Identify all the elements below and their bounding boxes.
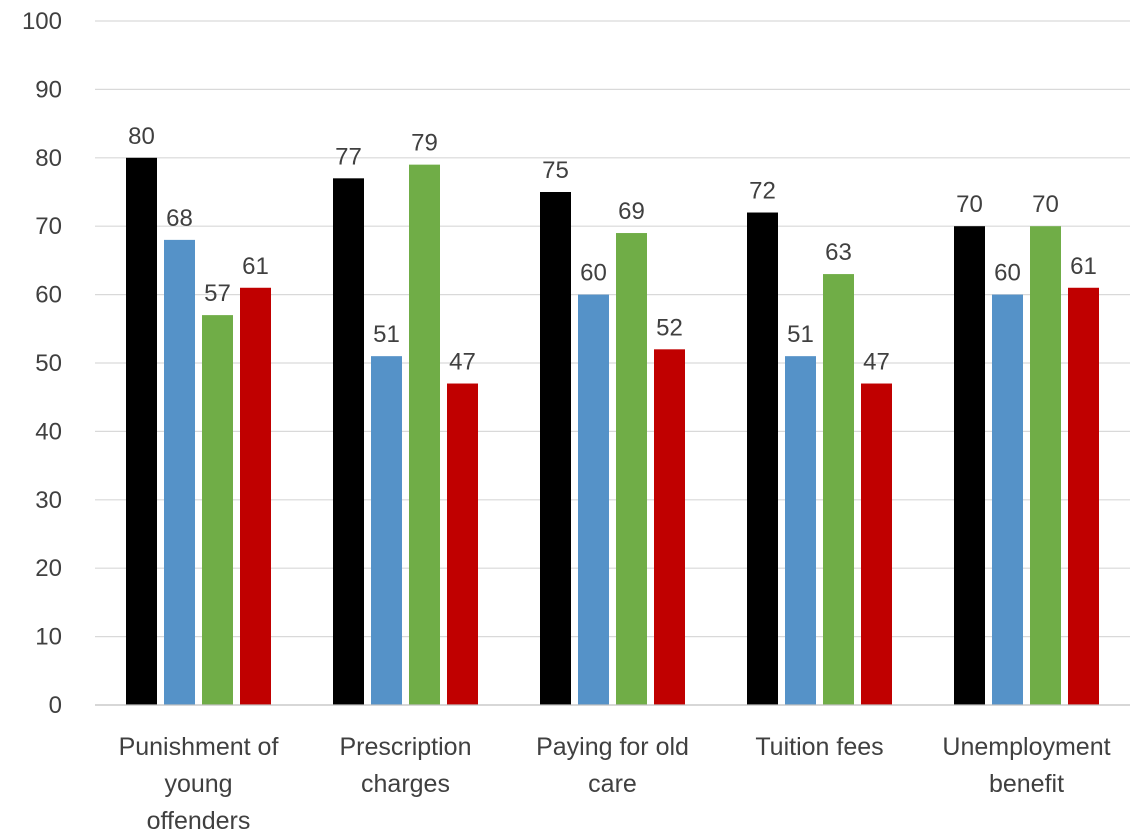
bar [823, 274, 854, 705]
data-label: 61 [1070, 253, 1097, 280]
x-tick-label: Tuition fees [755, 733, 883, 761]
data-label: 57 [204, 280, 231, 307]
y-axis: 0 10 20 30 40 50 60 70 80 90 100 [22, 8, 62, 719]
y-tick-label: 80 [35, 145, 62, 172]
y-tick-label: 60 [35, 282, 62, 309]
x-tick-label: charges [361, 770, 450, 798]
x-tick-label: offenders [147, 807, 251, 835]
data-label: 77 [335, 143, 362, 170]
data-label: 52 [656, 314, 683, 341]
bar [409, 164, 440, 705]
data-label: 79 [411, 130, 438, 157]
data-label: 60 [994, 260, 1021, 287]
bar [616, 233, 647, 706]
data-label: 47 [449, 349, 476, 376]
bars [126, 157, 1099, 706]
y-tick-label: 30 [35, 487, 62, 514]
y-tick-label: 0 [49, 692, 62, 719]
bar [333, 178, 364, 705]
y-tick-label: 10 [35, 624, 62, 651]
bar [164, 239, 195, 705]
data-label: 61 [242, 253, 269, 280]
bar [447, 383, 478, 705]
data-label: 70 [1032, 191, 1059, 218]
x-tick-label: Unemployment [942, 733, 1110, 761]
x-tick-label: Prescription [340, 733, 472, 761]
data-label: 68 [166, 205, 193, 232]
y-tick-label: 50 [35, 350, 62, 377]
y-tick-label: 20 [35, 555, 62, 582]
bar [654, 349, 685, 705]
bar [747, 212, 778, 705]
bar [578, 294, 609, 705]
bar [954, 226, 985, 705]
bar [1030, 226, 1061, 705]
bar [861, 383, 892, 705]
data-label: 70 [956, 191, 983, 218]
bar [240, 287, 271, 705]
bar [540, 192, 571, 705]
bar [126, 157, 157, 706]
y-tick-label: 70 [35, 213, 62, 240]
bar [1068, 287, 1099, 705]
bar [785, 356, 816, 705]
y-tick-label: 90 [35, 76, 62, 103]
x-tick-label: care [588, 770, 637, 798]
bar [371, 356, 402, 705]
data-label: 63 [825, 239, 852, 266]
data-label: 51 [787, 321, 814, 348]
y-tick-label: 100 [22, 8, 62, 35]
data-labels: 80 68 57 61 77 51 79 47 75 60 69 52 72 51 63 47 70 60 70 61 [128, 123, 1097, 376]
bar [202, 315, 233, 705]
data-label: 60 [580, 260, 607, 287]
bar [992, 294, 1023, 705]
x-tick-label: Paying for old [536, 733, 689, 761]
x-tick-label: Punishment of [119, 733, 279, 761]
x-axis: Punishment of young offenders Prescription c… [95, 704, 1130, 835]
y-tick-label: 40 [35, 418, 62, 445]
data-label: 80 [128, 123, 155, 150]
x-tick-label: young [164, 770, 232, 798]
data-label: 51 [373, 321, 400, 348]
data-label: 69 [618, 198, 645, 225]
data-label: 47 [863, 349, 890, 376]
data-label: 72 [749, 178, 776, 205]
x-tick-label: benefit [989, 770, 1064, 798]
data-label: 75 [542, 157, 569, 184]
